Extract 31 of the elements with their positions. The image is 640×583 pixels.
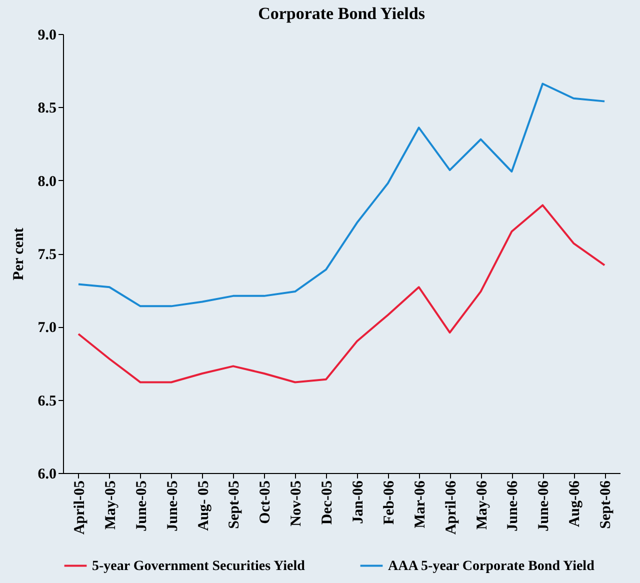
- x-tick-label: Sept-05: [226, 480, 243, 529]
- x-tick-label: Sept-06: [598, 480, 614, 529]
- y-tick-label: 6.0: [38, 466, 56, 482]
- y-tick-label: 7.5: [38, 247, 56, 263]
- legend-label: AAA 5-year Corporate Bond Yield: [388, 558, 595, 574]
- y-axis-title: Per cent: [10, 228, 27, 280]
- line-series: [77, 82, 606, 308]
- x-tick-label: May-05: [102, 480, 119, 530]
- y-tick-label: 9.0: [38, 28, 56, 44]
- x-tick-label: June-06: [505, 480, 522, 532]
- y-tick-label: 7.0: [38, 320, 56, 336]
- chart-title: Corporate Bond Yields: [258, 4, 426, 23]
- y-tick-label: 8.0: [38, 174, 56, 190]
- x-tick-label: Mar-06: [412, 480, 428, 528]
- legend-label: 5-year Government Securities Yield: [92, 558, 306, 574]
- x-tick-label: June-05: [164, 480, 181, 532]
- x-tick-label: Aug- 05: [196, 480, 212, 531]
- x-tick-label: Nov-05: [288, 480, 305, 526]
- x-tick-label: Jan-06: [350, 480, 366, 524]
- x-tick-label: April-05: [72, 480, 88, 535]
- x-tick-label: Oct-05: [258, 480, 274, 524]
- x-tick-label: Aug-06: [567, 480, 584, 528]
- x-tick-label: June-06: [536, 480, 552, 532]
- y-tick-label: 8.5: [38, 100, 56, 117]
- x-tick-label: Dec-05: [320, 480, 336, 525]
- line-series: [77, 204, 606, 384]
- x-tick-label: May-06: [474, 480, 490, 530]
- x-tick-label: June-05: [134, 480, 150, 532]
- x-tick-label: Feb-06: [381, 480, 398, 525]
- x-tick-label: April-06: [443, 480, 460, 535]
- y-tick-label: 6.5: [38, 393, 56, 410]
